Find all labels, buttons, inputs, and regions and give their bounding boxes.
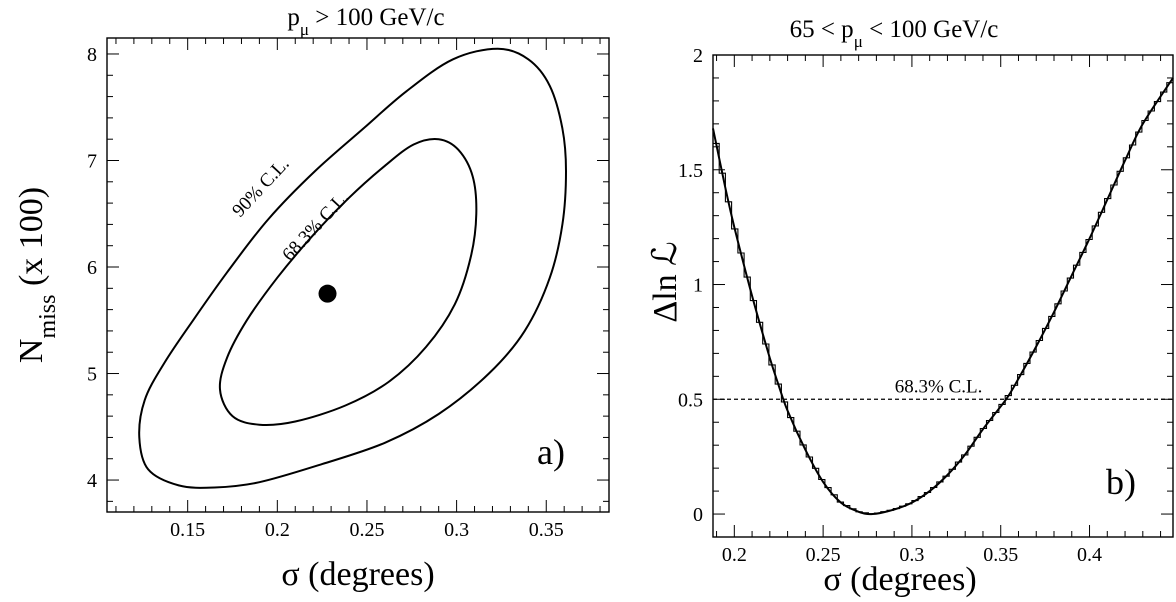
panel-a-xtick-label: 0.2 (265, 519, 290, 541)
panel-a-ytick-label: 7 (87, 150, 97, 172)
panel-a-ticks: 0.15 0.2 0.25 0.3 0.35 4 5 6 7 8 (87, 38, 609, 541)
panel-a-tag: a) (537, 432, 565, 472)
panel-b-xtick-label: 0.25 (806, 544, 841, 566)
best-fit-point (318, 284, 337, 303)
panel-a-ytick-label: 8 (87, 44, 97, 66)
panel-b-ytick-label: 0 (693, 504, 703, 526)
panel-b-ytick-label: 0.5 (678, 389, 703, 411)
likelihood-curve (712, 77, 1174, 516)
panel-a-ytick-label: 6 (87, 257, 97, 279)
panel-b-xtick-label: 0.2 (722, 544, 747, 566)
panel-a-title: pμ > 100 GeV/c (287, 4, 444, 39)
panel-b-frame (712, 54, 1174, 538)
contour-label-90: 90% C.L. (228, 153, 293, 221)
panel-a-xtick-label: 0.35 (529, 519, 564, 541)
contour-68 (218, 137, 478, 426)
panel-b-ylabel: Δln ℒ (647, 241, 684, 322)
panel-b-ytick-label: 2 (693, 45, 703, 67)
likelihood-histogram (713, 82, 1173, 515)
panel-b-xtick-label: 0.3 (899, 544, 924, 566)
panel-b-tag: b) (1106, 462, 1136, 502)
contour-90 (138, 47, 568, 489)
panel-a-xtick-label: 0.15 (170, 519, 205, 541)
panel-b-xtick-label: 0.4 (1077, 544, 1102, 566)
panel-a-ytick-label: 5 (87, 364, 97, 386)
panel-b-ticks: 0.2 0.25 0.3 0.35 0.4 0 0.5 1 1.5 2 (678, 45, 1173, 566)
reference-line-label: 68.3% C.L. (895, 376, 983, 397)
panel-b-title: 65 < pμ < 100 GeV/c (790, 16, 999, 51)
panel-a-ylabel: Nmiss (x 100) (13, 187, 61, 363)
panel-b-ytick-label: 1 (693, 275, 703, 297)
panel-a-frame (106, 37, 610, 513)
contour-label-68: 68.3% C.L. (278, 187, 353, 265)
panel-a-xlabel: σ (degrees) (281, 556, 434, 593)
panel-b-xlabel: σ (degrees) (823, 561, 976, 598)
panel-b-xtick-label: 0.35 (983, 544, 1018, 566)
panel-a: pμ > 100 GeV/c 0.15 0.2 0.25 0.3 0.35 4 5 6 7 8 9… (13, 4, 610, 593)
panel-a-xtick-label: 0.25 (349, 519, 384, 541)
panel-b: 65 < pμ < 100 GeV/c 0.2 0.25 0.3 0.35 0.400.… (647, 16, 1174, 598)
panel-a-ytick-label: 4 (87, 470, 97, 492)
panel-a-xtick-label: 0.3 (444, 519, 469, 541)
panel-a-contours (138, 47, 568, 489)
panel-b-ytick-label: 1.5 (678, 160, 703, 182)
